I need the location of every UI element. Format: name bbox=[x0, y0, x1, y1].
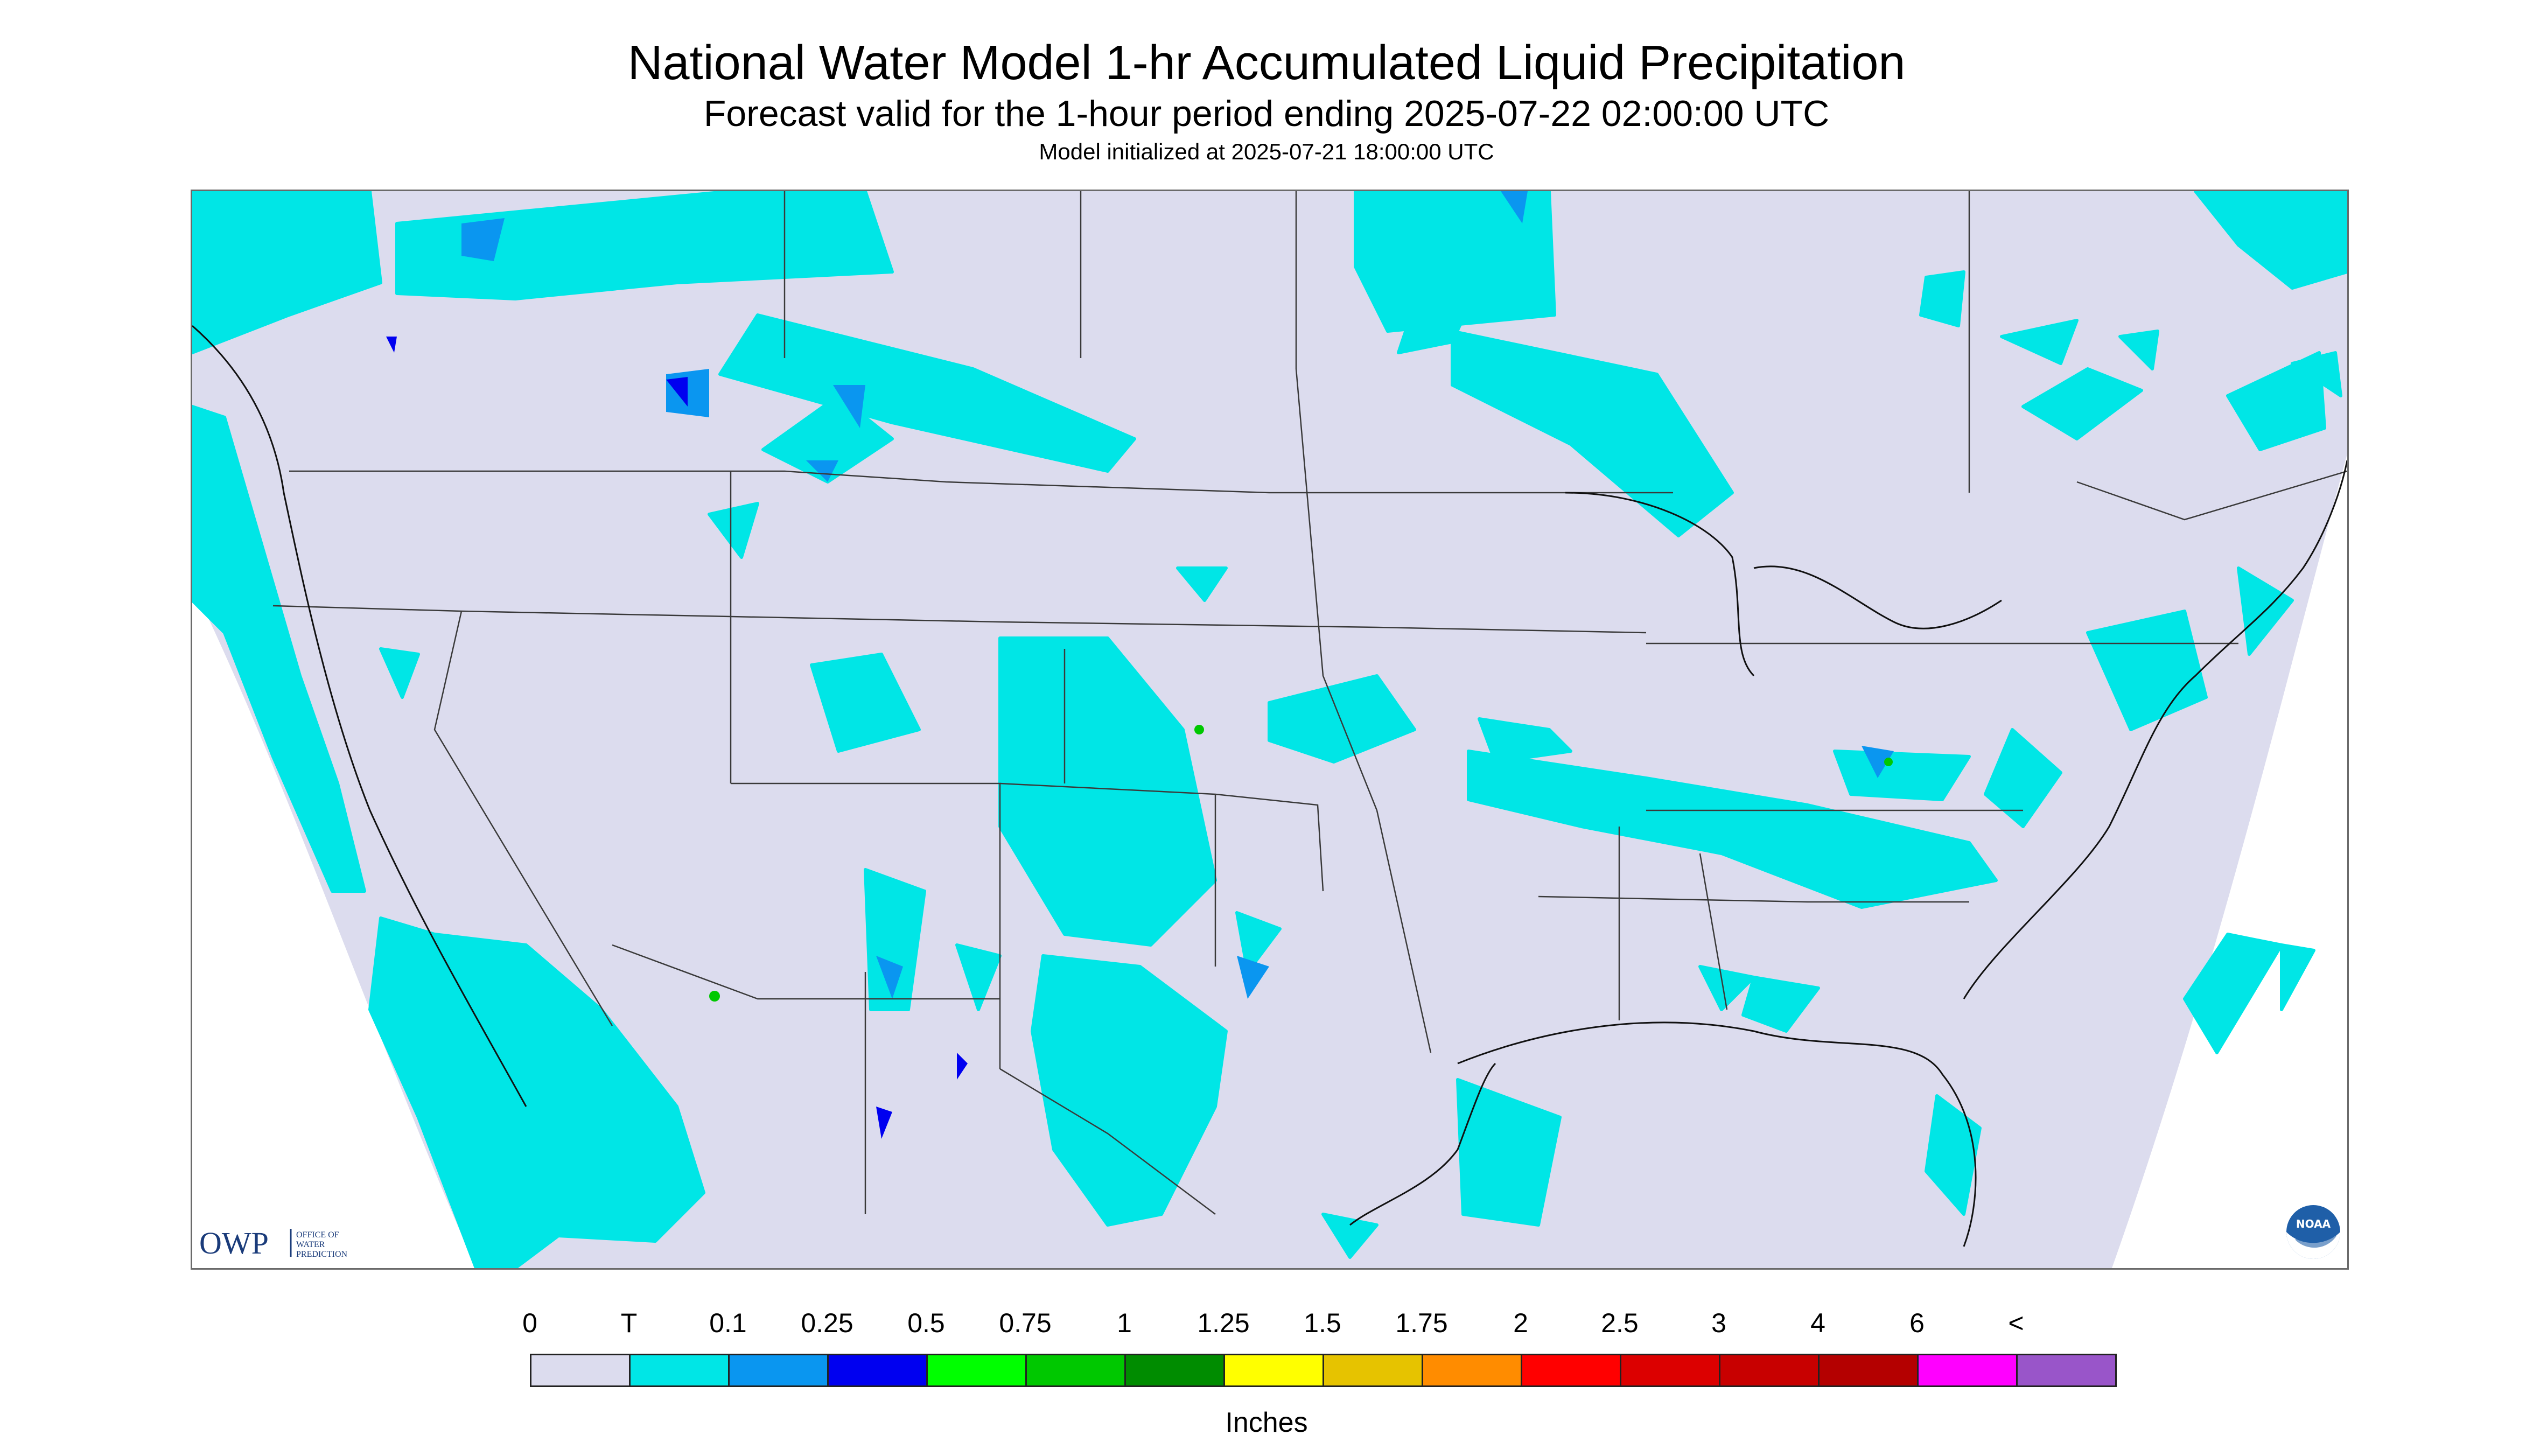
legend-tick-label: 2.5 bbox=[1601, 1308, 1639, 1338]
legend-swatch bbox=[530, 1354, 631, 1387]
legend-tick-label: 0.75 bbox=[999, 1308, 1052, 1338]
legend-units-label: Inches bbox=[1225, 1407, 1308, 1438]
legend-tick-label: 1.75 bbox=[1395, 1308, 1448, 1338]
political-boundaries bbox=[272, 191, 2347, 1215]
legend-tick-label: 1.5 bbox=[1304, 1308, 1341, 1338]
owp-logo-line3: PREDICTION bbox=[296, 1250, 348, 1259]
legend-swatch bbox=[1323, 1354, 1423, 1387]
map-title: National Water Model 1-hr Accumulated Li… bbox=[627, 36, 1906, 90]
legend-tick-label: 0.25 bbox=[801, 1308, 853, 1338]
legend-tick-label: 3 bbox=[1711, 1308, 1726, 1338]
coastlines bbox=[192, 325, 2347, 1247]
legend-swatch bbox=[1521, 1354, 1621, 1387]
owp-logo-line1: OFFICE OF bbox=[296, 1230, 339, 1240]
precipitation-map bbox=[191, 190, 2349, 1270]
legend-tick-label: T bbox=[620, 1308, 638, 1338]
legend-tick-label: 2 bbox=[1513, 1308, 1528, 1338]
legend-swatch bbox=[728, 1354, 829, 1387]
legend-tick-label: < bbox=[2008, 1308, 2024, 1338]
owp-logo-letters: OWP bbox=[199, 1226, 269, 1261]
legend-swatch bbox=[1719, 1354, 1820, 1387]
color-legend: 0 T 0.1 0.25 0.5 0.75 1 1.25 1.5 1.75 2 2.5 3 4 6 < Inc… bbox=[0, 1287, 2533, 1448]
legend-swatch bbox=[926, 1354, 1027, 1387]
legend-tick-label: 1 bbox=[1117, 1308, 1132, 1338]
legend-tick-label: 4 bbox=[1810, 1308, 1825, 1338]
legend-tick-label: 0 bbox=[522, 1308, 537, 1338]
legend-swatch bbox=[1818, 1354, 1919, 1387]
legend-tick-label: 0.1 bbox=[709, 1308, 747, 1338]
precip-moderate-areas bbox=[386, 337, 968, 1139]
legend-tick-label: 6 bbox=[1909, 1308, 1925, 1338]
legend-swatch bbox=[1917, 1354, 2018, 1387]
noaa-logo-letters: NOAA bbox=[2296, 1217, 2331, 1230]
legend-tick-label: 1.25 bbox=[1197, 1308, 1250, 1338]
model-init-text: Model initialized at 2025-07-21 18:00:00… bbox=[1039, 139, 1494, 164]
map-subtitle: Forecast valid for the 1-hour period end… bbox=[703, 93, 1830, 134]
precip-heavy-areas bbox=[709, 725, 1893, 1002]
legend-swatch bbox=[1124, 1354, 1225, 1387]
noaa-logo: NOAA bbox=[2285, 1204, 2341, 1260]
owp-logo: OWP OFFICE OF WATER PREDICTION bbox=[199, 1223, 377, 1261]
legend-swatch bbox=[1422, 1354, 1522, 1387]
legend-swatch bbox=[1025, 1354, 1126, 1387]
legend-swatch bbox=[827, 1354, 928, 1387]
legend-swatch bbox=[629, 1354, 730, 1387]
legend-swatch bbox=[2016, 1354, 2117, 1387]
legend-swatch bbox=[1620, 1354, 1720, 1387]
owp-logo-line2: WATER bbox=[296, 1240, 325, 1249]
legend-tick-label: 0.5 bbox=[907, 1308, 945, 1338]
legend-swatch bbox=[1223, 1354, 1324, 1387]
